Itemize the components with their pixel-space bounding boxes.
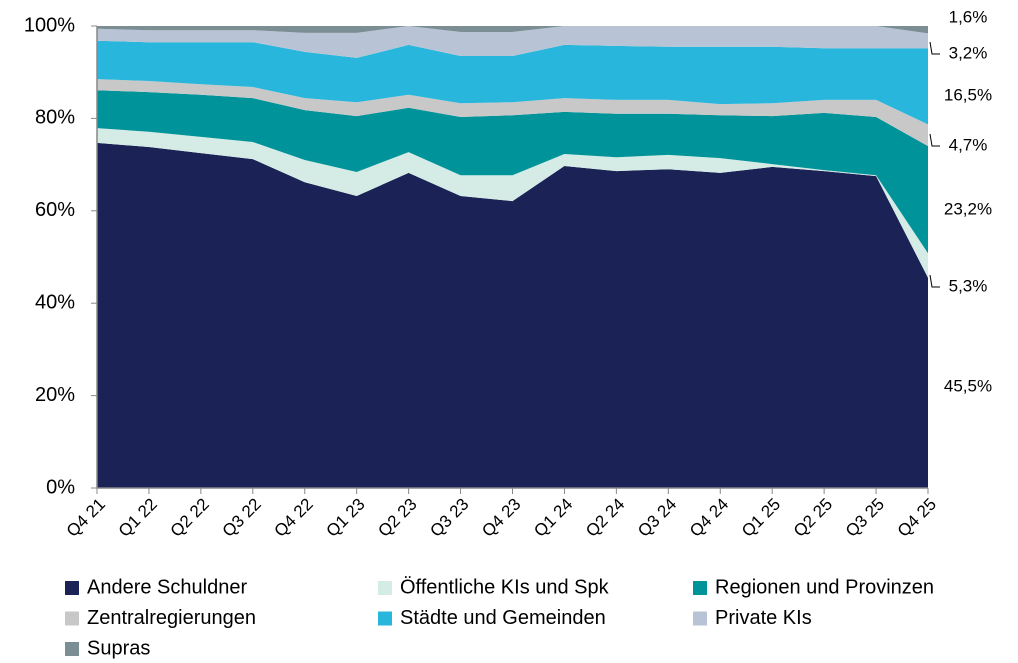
leader-line [929,41,940,55]
legend-label: Supras [87,637,150,659]
legend-label: Andere Schuldner [87,576,247,598]
x-tick-label: Q1 24 [530,495,576,541]
x-tick-label: Q4 21 [63,495,109,541]
data-label: 23,2% [944,199,992,218]
x-tick-label: Q1 25 [738,495,784,541]
x-tick-label: Q3 25 [842,495,888,541]
data-label: 3,2% [949,43,988,62]
leader-line [929,133,940,147]
legend-swatch [65,581,79,595]
area [97,40,928,125]
x-tick-label: Q3 24 [634,495,680,541]
y-tick-label: 20% [35,384,75,406]
x-tick-label: Q1 22 [115,495,161,541]
x-tick-label: Q4 22 [271,495,317,541]
data-label: 45,5% [944,376,992,395]
x-tick-label: Q4 24 [686,495,732,541]
data-label: 5,3% [949,276,988,295]
legend-swatch [378,611,392,626]
area [97,26,928,58]
legend-label: Öffentliche KIs und Spk [400,576,610,598]
x-tick-label: Q2 22 [167,495,213,541]
area [97,90,928,254]
x-tick-label: Q4 23 [478,495,524,541]
data-label: 16,5% [944,85,992,104]
x-tick-label: Q3 23 [426,495,472,541]
y-tick-label: 0% [46,476,75,498]
legend-swatch [65,642,79,656]
legend-label: Zentralregierungen [87,607,256,629]
x-tick-label: Q2 23 [374,495,420,541]
legend-swatch [693,611,707,626]
legend-swatch [65,611,79,626]
legend-label: Regionen und Provinzen [715,576,934,598]
y-tick-label: 100% [24,14,75,36]
data-label: 4,7% [949,135,988,154]
area [97,128,928,278]
x-tick-label: Q3 22 [219,495,265,541]
legend-swatch [378,581,392,595]
leader-line [929,274,940,288]
area [97,79,928,147]
legend-swatch [693,581,707,595]
x-tick-label: Q1 23 [323,495,369,541]
area [97,142,928,488]
legend-label: Private KIs [715,607,812,629]
y-tick-label: 80% [35,107,75,129]
data-label: 1,6% [949,7,988,26]
y-tick-label: 60% [35,199,75,221]
x-tick-label: Q4 25 [894,495,940,541]
x-tick-label: Q2 24 [582,495,628,541]
y-tick-label: 40% [35,291,75,313]
x-tick-label: Q2 25 [790,495,836,541]
area [97,26,928,34]
legend-label: Städte und Gemeinden [400,607,606,629]
